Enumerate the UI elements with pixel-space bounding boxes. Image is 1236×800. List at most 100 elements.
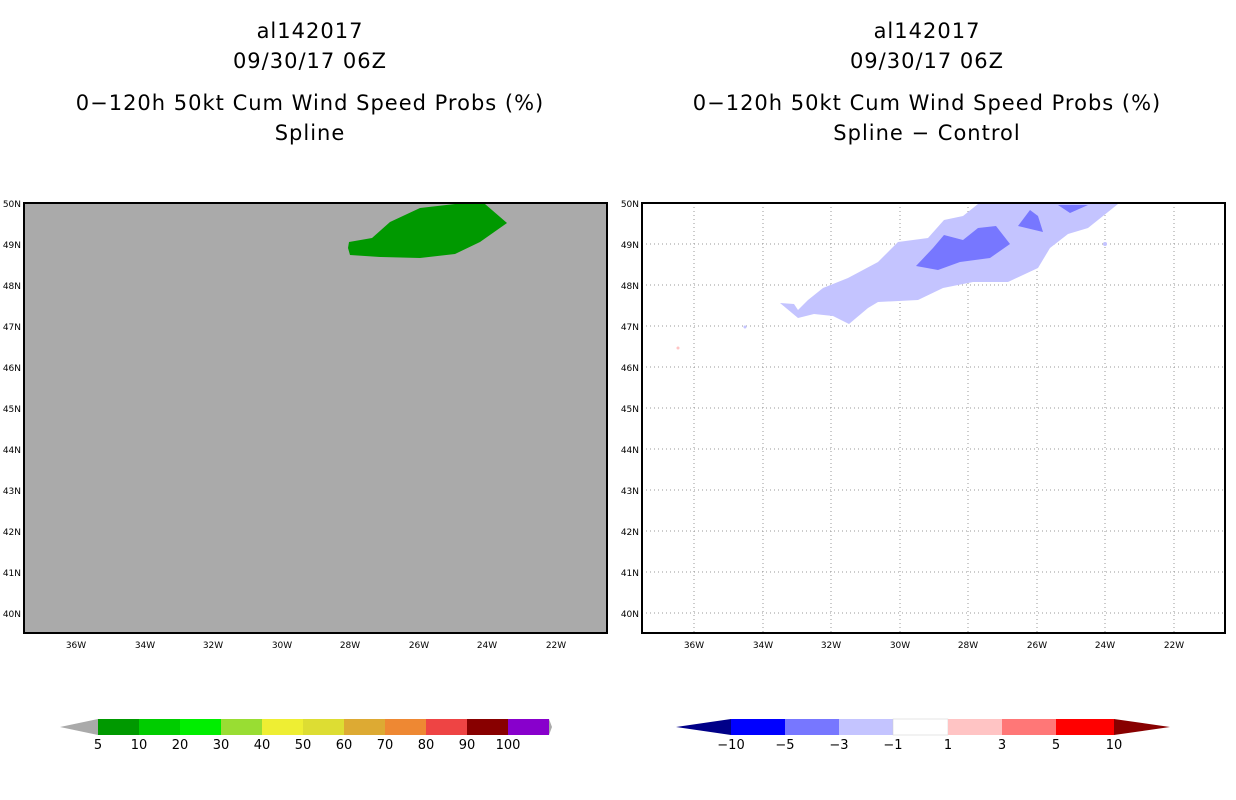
right-legend-label: −10 — [717, 738, 744, 753]
left-lat-label: 48N — [3, 282, 21, 292]
right-model-name: Spline − Control — [833, 121, 1021, 145]
left-lat-label: 50N — [3, 200, 21, 210]
left-lon-label: 30W — [272, 641, 292, 651]
right-lon-label: 30W — [890, 641, 910, 651]
right-legend-svg: −10 −5 −3 −1 1 3 5 10 — [676, 718, 1170, 753]
left-datetime: 09/30/17 06Z — [232, 49, 388, 73]
right-diff-dot — [743, 325, 747, 329]
left-lon-label: 26W — [409, 641, 429, 651]
left-legend-label: 10 — [131, 738, 148, 753]
left-lon-label: 22W — [546, 641, 566, 651]
left-lon-label: 24W — [477, 641, 497, 651]
left-legend-swatch — [221, 719, 262, 735]
left-legend-label: 80 — [418, 738, 435, 753]
right-legend-swatch — [948, 719, 1002, 735]
right-legend-label: −5 — [775, 738, 794, 753]
right-lon-tick-labels: 36W 34W 32W 30W 28W 26W 24W 22W — [684, 641, 1184, 651]
left-legend-low-end — [60, 719, 98, 735]
left-legend-swatch — [426, 719, 467, 735]
left-map: 50N 49N 48N 47N 46N 45N 44N 43N 42N 41N … — [0, 190, 620, 660]
left-legend-swatch — [385, 719, 426, 735]
left-legend-swatch — [139, 719, 180, 735]
left-legend-svg: 5 10 20 30 40 50 60 70 80 90 100 — [60, 719, 552, 753]
right-lon-label: 34W — [753, 641, 773, 651]
left-storm-id: al142017 — [256, 19, 364, 43]
left-lon-label: 34W — [135, 641, 155, 651]
left-legend-label: 40 — [254, 738, 271, 753]
left-lat-label: 43N — [3, 487, 21, 497]
right-legend-label: 1 — [944, 738, 952, 753]
right-diff-contour-medium — [916, 226, 1010, 270]
left-legend-label: 50 — [295, 738, 312, 753]
left-lat-label: 46N — [3, 364, 21, 374]
right-legend-label: 3 — [998, 738, 1006, 753]
left-panel-title: al142017 09/30/17 06Z 0−120h 50kt Cum Wi… — [20, 16, 600, 148]
left-color-legend: 5 10 20 30 40 50 60 70 80 90 100 — [0, 712, 620, 762]
right-diff-dot — [676, 346, 680, 350]
left-legend-swatch — [344, 719, 385, 735]
right-lat-label: 41N — [621, 569, 639, 579]
left-lat-label: 45N — [3, 405, 21, 415]
left-legend-label: 100 — [496, 738, 521, 753]
left-legend-swatch — [467, 719, 508, 735]
right-diff-dot — [1103, 242, 1107, 246]
left-legend-label: 60 — [336, 738, 353, 753]
right-legend-label: 10 — [1106, 738, 1123, 753]
left-map-frame — [23, 202, 608, 634]
right-lat-tick-labels: 50N 49N 48N 47N 46N 45N 44N 43N 42N 41N … — [621, 200, 639, 620]
right-lat-label: 42N — [621, 528, 639, 538]
left-model-name: Spline — [274, 121, 346, 145]
right-legend-high-end — [1114, 719, 1170, 735]
right-lon-label: 32W — [821, 641, 841, 651]
right-map-frame — [641, 202, 1226, 634]
right-legend-swatch — [785, 719, 839, 735]
left-lat-label: 47N — [3, 323, 21, 333]
left-lat-label: 49N — [3, 241, 21, 251]
right-legend-swatch — [1056, 719, 1114, 735]
right-lat-label: 49N — [621, 241, 639, 251]
right-legend-label: −1 — [883, 738, 902, 753]
right-storm-id: al142017 — [873, 19, 981, 43]
left-lon-label: 36W — [66, 641, 86, 651]
left-lat-label: 40N — [3, 610, 21, 620]
left-legend-swatch — [262, 719, 303, 735]
right-lat-label: 46N — [621, 364, 639, 374]
right-lon-label: 22W — [1164, 641, 1184, 651]
left-lat-label: 41N — [3, 569, 21, 579]
right-lat-label: 43N — [621, 487, 639, 497]
right-legend-swatch — [1002, 719, 1056, 735]
right-lat-label: 45N — [621, 405, 639, 415]
left-legend-swatch — [303, 719, 344, 735]
left-legend-swatches — [98, 719, 549, 735]
right-map-svg: 50N 49N 48N 47N 46N 45N 44N 43N 42N 41N … — [621, 200, 1226, 651]
left-legend-label: 20 — [172, 738, 189, 753]
right-diff-contour-medium — [1018, 210, 1043, 232]
left-lat-label: 44N — [3, 446, 21, 456]
left-legend-swatch — [180, 719, 221, 735]
right-lat-label: 47N — [621, 323, 639, 333]
right-lat-label: 48N — [621, 282, 639, 292]
right-legend-labels: −10 −5 −3 −1 1 3 5 10 — [717, 738, 1122, 753]
right-legend-low-end — [676, 719, 731, 735]
left-lon-tick-labels: 36W 34W 32W 30W 28W 26W 24W 22W — [66, 641, 566, 651]
left-legend-label: 90 — [459, 738, 476, 753]
left-legend-label: 70 — [377, 738, 394, 753]
right-lat-label: 50N — [621, 200, 639, 210]
left-probability-contour — [348, 204, 507, 258]
right-panel-title: al142017 09/30/17 06Z 0−120h 50kt Cum Wi… — [637, 16, 1217, 148]
left-legend-labels: 5 10 20 30 40 50 60 70 80 90 100 — [94, 738, 521, 753]
left-lat-label: 42N — [3, 528, 21, 538]
right-lon-label: 24W — [1095, 641, 1115, 651]
left-lon-label: 32W — [203, 641, 223, 651]
right-map: 50N 49N 48N 47N 46N 45N 44N 43N 42N 41N … — [618, 190, 1236, 660]
left-map-svg: 50N 49N 48N 47N 46N 45N 44N 43N 42N 41N … — [3, 200, 608, 651]
right-legend-swatch — [731, 719, 785, 735]
right-datetime: 09/30/17 06Z — [849, 49, 1005, 73]
right-lon-label: 26W — [1027, 641, 1047, 651]
right-product-name: 0−120h 50kt Cum Wind Speed Probs (%) — [692, 91, 1162, 115]
right-color-legend: −10 −5 −3 −1 1 3 5 10 — [618, 712, 1236, 762]
right-legend-label: −3 — [829, 738, 848, 753]
left-legend-label: 30 — [213, 738, 230, 753]
left-product-name: 0−120h 50kt Cum Wind Speed Probs (%) — [75, 91, 545, 115]
left-legend-swatch — [98, 719, 139, 735]
